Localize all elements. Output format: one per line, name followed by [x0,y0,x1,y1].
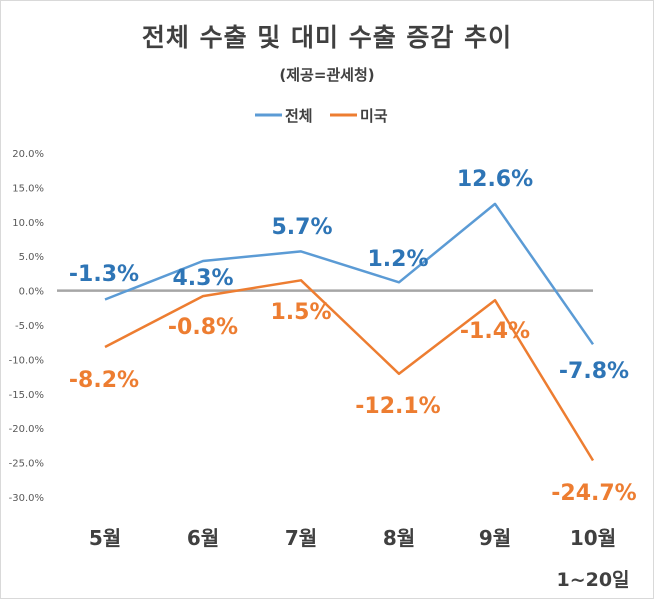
data-label-total: 5.7% [271,215,332,240]
y-tick-label: -5.0% [15,321,44,332]
x-category-label: 9월 [479,526,511,550]
y-tick-label: 15.0% [12,183,44,194]
legend-label: 전체 [285,107,313,125]
y-tick-label: -10.0% [9,355,44,366]
data-label-total: -7.8% [559,359,629,384]
x-category-label: 10월 [570,526,616,550]
x-category-label: 8월 [383,526,415,550]
data-label-usa: -12.1% [355,394,440,419]
y-tick-label: -15.0% [9,390,44,401]
legend: 전체 미국 [255,107,388,125]
y-tick-label: -20.0% [9,424,44,435]
data-label-total: -1.3% [69,262,139,287]
y-tick-label: 0.0% [19,287,44,298]
legend-label: 미국 [360,107,388,125]
x-category-label: 7월 [285,526,317,550]
y-tick-label: 5.0% [19,252,44,263]
data-label-total: 4.3% [172,266,233,291]
x-category-label: 6월 [187,526,219,550]
data-label-total: 12.6% [457,167,533,192]
y-tick-label: -30.0% [9,493,44,504]
data-label-usa: -0.8% [168,315,238,340]
category-note: 1~20일 [556,569,629,591]
data-label-usa: -8.2% [69,368,139,393]
chart-title: 전체 수출 및 대미 수출 증감 추이 [141,23,513,52]
y-axis: 20.0% 15.0% 10.0% 5.0% 0.0% -5.0% -10.0% -15.0%… [9,149,44,504]
data-label-usa: 1.5% [270,300,331,325]
chart-subtitle: (제공=관세청) [279,66,375,84]
series-line-total [104,202,595,346]
y-tick-label: 10.0% [12,218,44,229]
x-category-label: 5월 [89,526,121,550]
data-label-usa: -24.7% [551,481,636,506]
x-axis: 5월 6월 7월 8월 9월 10월 1~20일 [89,526,630,591]
data-label-total: 1.2% [367,247,428,272]
data-label-usa: -1.4% [460,319,530,344]
data-labels: -1.3% 4.3% 5.7% 1.2% 12.6% -7.8% -8.2% -0.8% 1.5… [69,167,637,506]
y-tick-label: -25.0% [9,459,44,470]
y-tick-label: 20.0% [12,149,44,160]
series-layer [104,202,595,462]
series-line-usa [104,279,595,462]
